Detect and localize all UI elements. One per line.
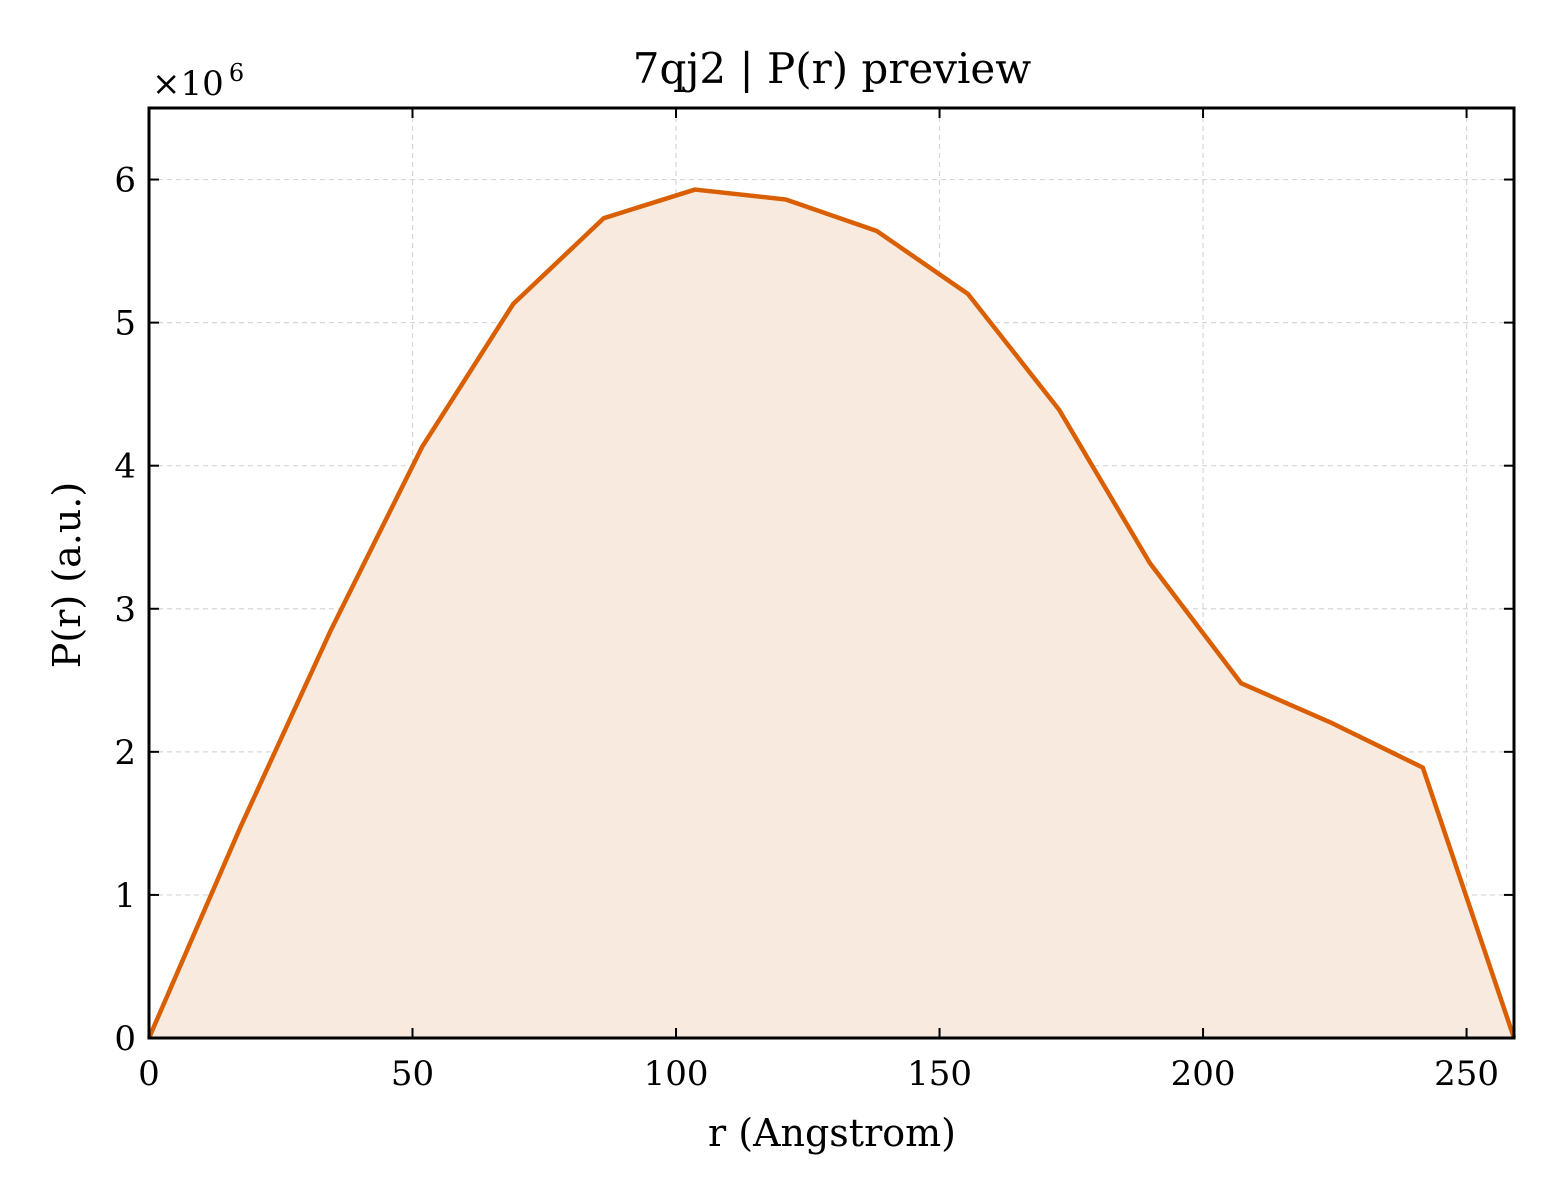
y-multiplier-exponent: 6 (229, 59, 244, 87)
y-tick-label-0: 0 (114, 1019, 136, 1059)
x-tick-label-3: 150 (907, 1054, 972, 1094)
x-tick-label-4: 200 (1171, 1054, 1236, 1094)
y-tick-label-4: 4 (114, 447, 136, 487)
plot-frame (147, 106, 1516, 1040)
y-tick-label-3: 3 (114, 590, 136, 630)
chart-title: 7qj2 | P(r) preview (633, 44, 1031, 93)
y-multiplier-base: ×10 (152, 64, 224, 104)
y-tick-label-2: 2 (114, 733, 136, 773)
y-tick-label-6: 6 (114, 161, 136, 201)
x-tick-label-5: 250 (1434, 1054, 1499, 1094)
y-tick-label-5: 5 (114, 304, 136, 344)
y-tick-label-1: 1 (114, 876, 136, 916)
y-axis-label: P(r) (a.u.) (45, 482, 89, 668)
x-tick-label-0: 0 (138, 1054, 160, 1094)
x-tick-label-2: 100 (644, 1054, 709, 1094)
axis-ticks: 0 50 100 150 200 250 0 1 2 3 4 5 6 (114, 108, 1514, 1094)
data-points (148, 189, 1515, 1039)
pr-area-fill (149, 189, 1514, 1039)
x-axis-label: r (Angstrom) (708, 1111, 956, 1155)
pr-series-line (146, 187, 1517, 1039)
y-multiplier: ×10 6 (152, 59, 244, 104)
x-tick-label-1: 50 (391, 1054, 434, 1094)
